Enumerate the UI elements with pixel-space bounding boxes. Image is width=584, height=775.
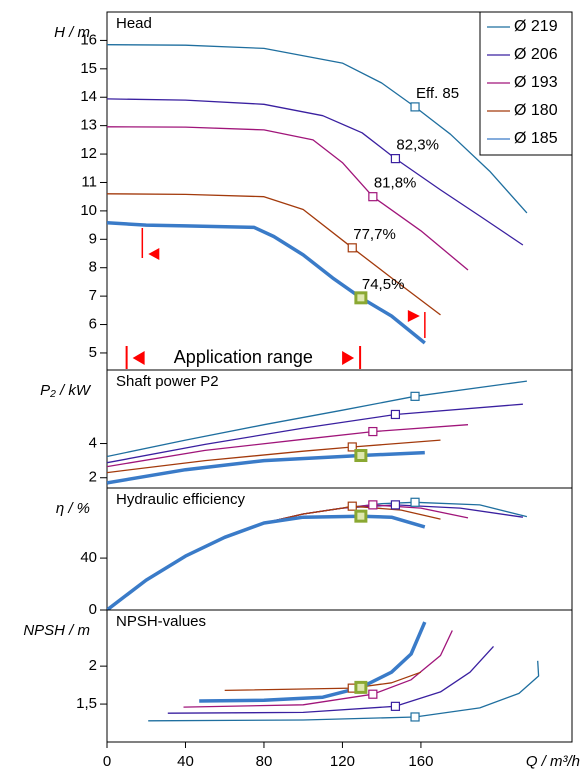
operating-point [347, 243, 357, 253]
curves [107, 44, 528, 345]
y-axis-label: η / % [56, 500, 90, 517]
y-tick-label: 1,5 [76, 695, 97, 712]
panel-title: Hydraulic efficiency [116, 491, 245, 508]
y-tick-label: 2 [89, 469, 97, 486]
operating-point [347, 501, 357, 511]
legend-label: Ø 180 [514, 102, 558, 119]
efficiency-label: 82,3% [396, 137, 439, 154]
curve [183, 630, 453, 708]
y-tick-label: 9 [89, 230, 97, 247]
x-tick-label: 40 [177, 753, 194, 770]
range-arrow-left [132, 351, 145, 365]
operating-point [368, 426, 378, 437]
application-range-label: Application range [174, 347, 313, 367]
curve [107, 44, 528, 214]
curve [107, 126, 469, 271]
y-tick-label: 8 [89, 259, 97, 276]
y-tick-label: 4 [89, 435, 97, 452]
operating-point [354, 291, 368, 305]
operating-point [347, 442, 357, 452]
y-tick-label: 15 [80, 60, 97, 77]
efficiency-label: Eff. 85 [416, 85, 459, 102]
y-tick-label: 40 [80, 549, 97, 566]
operating-point [368, 192, 378, 202]
curve [107, 403, 523, 464]
efficiency-label: 81,8% [374, 175, 417, 192]
y-tick-label: 12 [80, 145, 97, 162]
y-tick-label: 16 [80, 31, 97, 48]
curve [107, 514, 426, 610]
legend-label: Ø 185 [514, 130, 558, 147]
curves [107, 501, 528, 610]
y-axis-label: P₂ / kW [40, 382, 92, 399]
y-tick-label: 14 [80, 88, 97, 105]
legend-label: Ø 219 [514, 18, 558, 35]
y-tick-label: 13 [80, 117, 97, 134]
curve [224, 671, 422, 692]
operating-point [354, 449, 368, 463]
min-flow-arrow [148, 248, 160, 260]
efficiency-label: 77,7% [353, 226, 396, 243]
curve [107, 98, 524, 246]
x-axis-label: Q / m³/h [526, 753, 580, 770]
y-axis-label: H / m [54, 24, 90, 41]
operating-point [410, 391, 420, 401]
application-range [126, 346, 361, 369]
operating-point [390, 154, 401, 164]
curve [107, 221, 426, 345]
curve [107, 450, 425, 485]
x-tick-label: 120 [330, 753, 355, 770]
y-axis-label: NPSH / m [23, 622, 90, 639]
y-tick-label: 6 [89, 316, 97, 333]
curve [107, 193, 441, 316]
x-tick-label: 160 [408, 753, 433, 770]
y-tick-label: 7 [89, 287, 97, 304]
curves [107, 380, 527, 485]
x-tick-label: 80 [256, 753, 273, 770]
operating-point [390, 409, 401, 420]
curve [148, 660, 540, 722]
operating-point [410, 712, 420, 722]
panel-title: Head [116, 15, 152, 32]
operating-point [390, 701, 401, 711]
operating-point [368, 500, 378, 510]
y-tick-label: 0 [89, 601, 97, 618]
max-flow-arrow [407, 310, 420, 322]
legend-label: Ø 206 [514, 46, 558, 63]
panel-frame [106, 609, 573, 743]
operating-point [368, 689, 378, 699]
range-arrow-right [342, 351, 355, 365]
curve [107, 380, 527, 458]
efficiency-label: 74,5% [362, 276, 405, 293]
curve [107, 424, 469, 468]
x-tick-label: 0 [103, 753, 111, 770]
y-tick-label: 2 [89, 657, 97, 674]
operating-point [410, 497, 420, 507]
operating-point [354, 680, 368, 694]
panel-title: NPSH-values [116, 613, 206, 630]
y-tick-label: 11 [81, 173, 97, 190]
operating-point [410, 102, 420, 112]
legend-label: Ø 193 [514, 74, 558, 91]
y-tick-label: 10 [80, 202, 97, 219]
curve [107, 439, 441, 474]
operating-point [354, 509, 368, 523]
curve [167, 645, 494, 714]
operating-point [390, 500, 401, 510]
panel-title: Shaft power P2 [116, 373, 219, 390]
y-tick-label: 5 [89, 344, 97, 361]
